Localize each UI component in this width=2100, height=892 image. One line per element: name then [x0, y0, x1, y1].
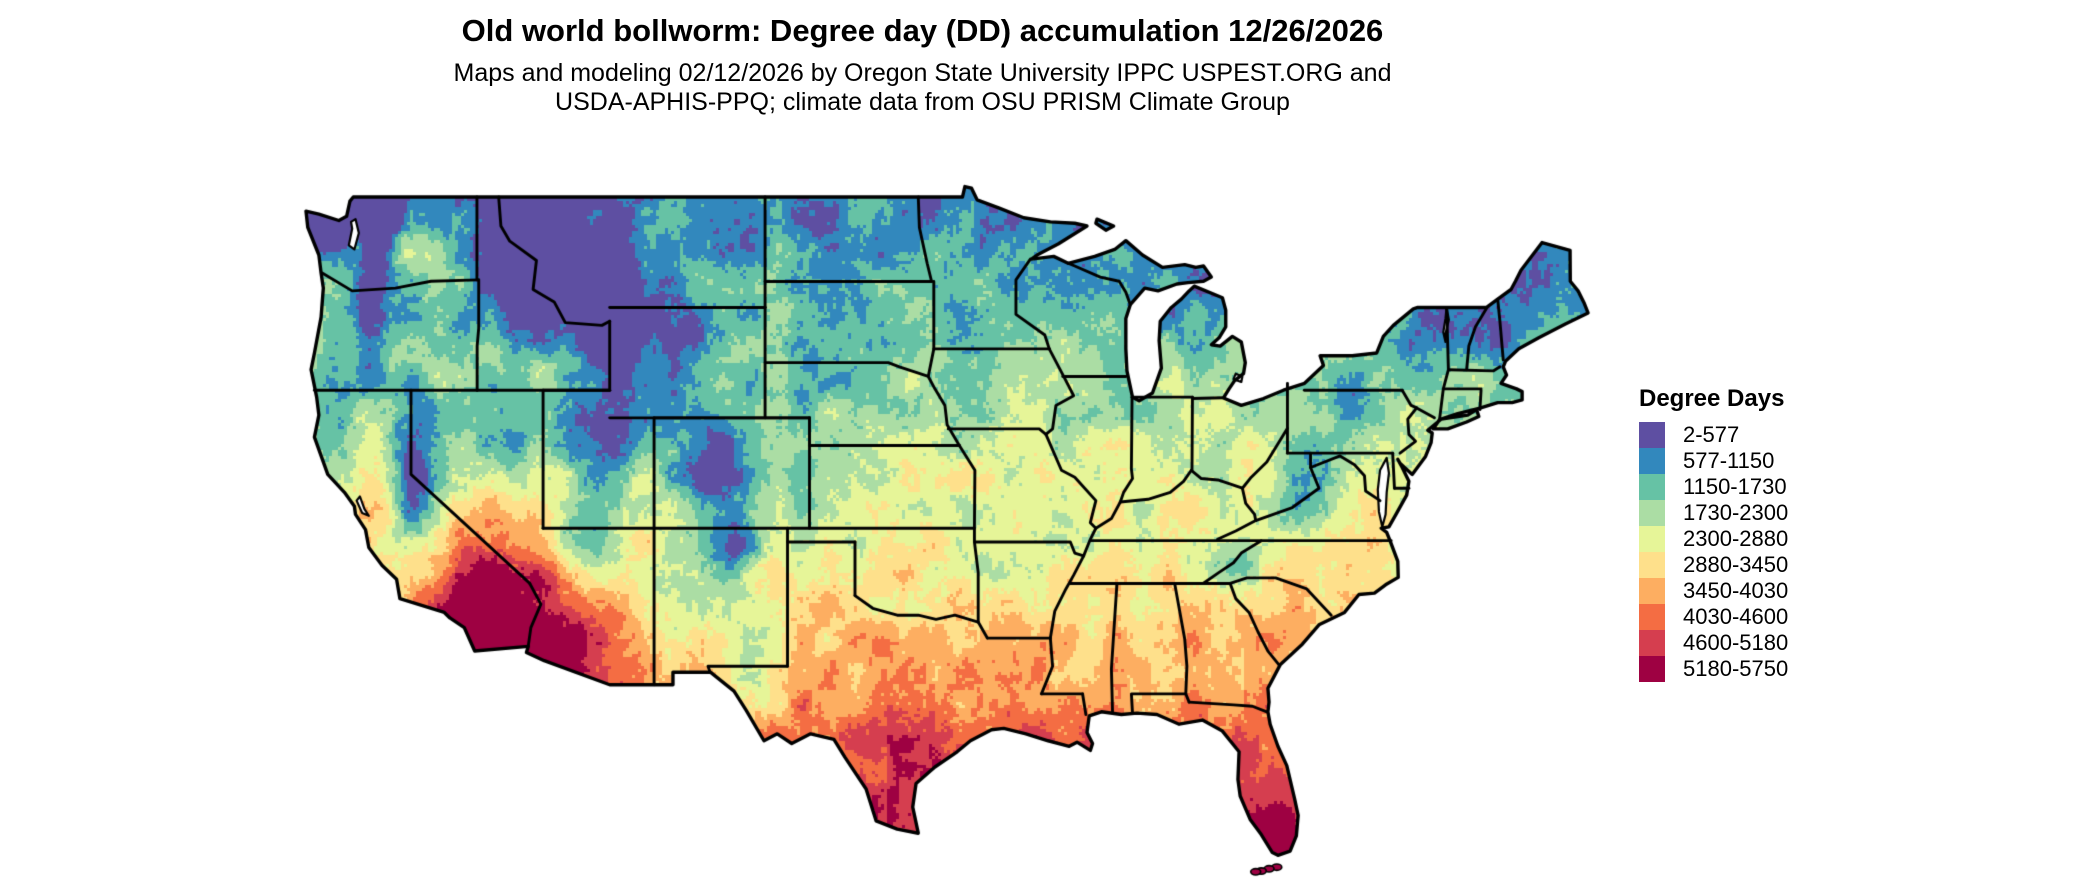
- map-title: Old world bollworm: Degree day (DD) accu…: [461, 13, 1384, 48]
- legend-swatch: [1639, 526, 1665, 552]
- legend-label: 5180-5750: [1683, 656, 1789, 681]
- legend-label: 577-1150: [1683, 448, 1775, 473]
- legend-rows: 2-577 577-1150 1150-1730 1730-2300 2300-2880…: [1639, 422, 1788, 682]
- legend: Degree Days 2-577 577-1150 1150-1730 1730-2…: [1639, 385, 1788, 682]
- legend-swatch: [1639, 474, 1665, 500]
- legend-item: 1730-2300: [1639, 500, 1788, 526]
- legend-swatch: [1639, 500, 1665, 526]
- map-subtitle-line1: Maps and modeling 02/12/2026 by Oregon S…: [453, 59, 1392, 87]
- legend-item: 5180-5750: [1639, 656, 1788, 682]
- legend-swatch: [1639, 448, 1665, 474]
- legend-item: 2880-3450: [1639, 552, 1788, 578]
- legend-label: 1150-1730: [1683, 474, 1787, 499]
- legend-item: 4600-5180: [1639, 630, 1788, 656]
- legend-label: 4030-4600: [1683, 604, 1789, 629]
- legend-label: 2300-2880: [1683, 526, 1789, 551]
- legend-item: 2-577: [1639, 422, 1788, 448]
- legend-item: 1150-1730: [1639, 474, 1788, 500]
- legend-item: 3450-4030: [1639, 578, 1788, 604]
- legend-label: 1730-2300: [1683, 500, 1789, 525]
- legend-item: 577-1150: [1639, 448, 1788, 474]
- legend-swatch: [1639, 422, 1665, 448]
- legend-item: 4030-4600: [1639, 604, 1788, 630]
- legend-label: 2-577: [1683, 422, 1740, 447]
- legend-title: Degree Days: [1639, 385, 1785, 412]
- figure-header: Old world bollworm: Degree day (DD) accu…: [0, 12, 1845, 117]
- legend-swatch: [1639, 656, 1665, 682]
- legend-item: 2300-2880: [1639, 526, 1788, 552]
- legend-swatch: [1639, 630, 1665, 656]
- legend-label: 4600-5180: [1683, 630, 1789, 655]
- legend-label: 2880-3450: [1683, 552, 1789, 577]
- legend-swatch: [1639, 578, 1665, 604]
- legend-swatch: [1639, 604, 1665, 630]
- map-subtitle-line2: USDA-APHIS-PPQ; climate data from OSU PR…: [555, 88, 1290, 116]
- legend-label: 3450-4030: [1683, 578, 1789, 603]
- legend-swatch: [1639, 552, 1665, 578]
